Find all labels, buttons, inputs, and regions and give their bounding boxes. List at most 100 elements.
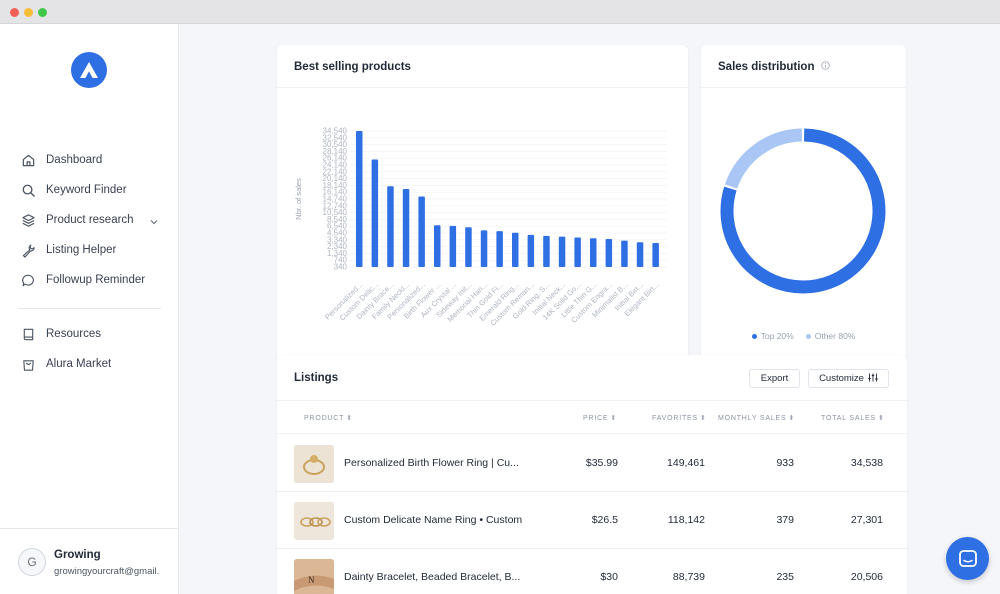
column-header-monthly-sales[interactable]: Monthly Sales ⬍ (718, 414, 795, 422)
primary-nav: Dashboard Keyword Finder Product researc… (18, 145, 179, 295)
bar[interactable] (605, 239, 613, 267)
product-thumbnail: N (294, 559, 334, 594)
column-label: Price (583, 415, 609, 422)
bar[interactable] (418, 196, 425, 267)
distribution-legend: Top 20% Other 80% (701, 331, 906, 341)
nav-item-alura-market[interactable]: Alura Market (18, 349, 179, 379)
y-tick-label: 3,340 (327, 235, 348, 244)
legend-label: Top 20% (760, 331, 794, 341)
sort-icon: ⬍ (610, 415, 618, 422)
column-label: Favorites (652, 415, 698, 422)
user-profile[interactable]: G Growing growingyourcraft@gmail. (0, 528, 179, 594)
bar[interactable] (434, 225, 441, 267)
y-tick-label: 8,540 (327, 215, 348, 224)
column-header-price[interactable]: Price ⬍ (583, 414, 617, 422)
donut-slice[interactable] (724, 128, 803, 189)
column-label: Total Sales (821, 415, 876, 422)
favorites-cell: 149,461 (667, 457, 705, 469)
nav-item-dashboard[interactable]: Dashboard (18, 145, 179, 175)
support-chat-button[interactable] (946, 537, 989, 580)
bar[interactable] (543, 235, 550, 267)
secondary-nav: Resources Alura Market (18, 319, 179, 379)
bar[interactable] (449, 225, 457, 267)
bar[interactable] (496, 231, 503, 267)
price-cell: $35.99 (585, 457, 618, 469)
legend-label: Other 80% (814, 331, 856, 341)
y-tick-label: 12,740 (323, 201, 348, 210)
nav-item-product-research[interactable]: Product research (18, 205, 179, 235)
bar[interactable] (512, 232, 519, 267)
export-button[interactable]: Export (749, 369, 800, 388)
sales-distribution-card: Sales distribution Top 20% Other 80% (701, 45, 906, 361)
y-axis-label: Nbr. of sales (294, 178, 303, 220)
table-row[interactable]: Custom Delicate Name Ring • Custom $26.5… (277, 492, 907, 549)
nav-item-keyword-finder[interactable]: Keyword Finder (18, 175, 179, 205)
bar[interactable] (371, 159, 379, 267)
bar[interactable] (465, 227, 472, 267)
total-sales-cell: 27,301 (850, 514, 883, 526)
bar[interactable] (387, 186, 394, 267)
y-tick-label: 24,140 (323, 161, 348, 170)
bar[interactable] (527, 234, 535, 267)
nav-item-followup-reminder[interactable]: Followup Reminder (18, 265, 179, 295)
bar[interactable] (558, 236, 566, 267)
customize-button[interactable]: Customize (808, 369, 889, 388)
nav-item-resources[interactable]: Resources (18, 319, 179, 349)
product-name[interactable]: Dainty Bracelet, Beaded Bracelet, B... (344, 571, 521, 583)
layers-icon (20, 212, 36, 228)
logo-mark-icon (80, 62, 98, 78)
bar[interactable] (574, 237, 581, 267)
window-titlebar (0, 0, 1000, 24)
chevron-down-icon[interactable] (149, 214, 159, 232)
favorites-cell: 88,739 (672, 571, 705, 583)
column-label: Product (304, 415, 345, 422)
export-label: Export (760, 373, 789, 384)
y-tick-label: 740 (334, 256, 348, 265)
card-divider (277, 87, 688, 88)
bar[interactable] (402, 189, 410, 267)
y-tick-label: 32,540 (323, 133, 348, 142)
bar[interactable] (621, 240, 628, 267)
avatar: G (18, 548, 46, 576)
listings-title: Listings (294, 372, 339, 384)
bar[interactable] (590, 238, 597, 267)
maximize-window-button[interactable] (38, 8, 47, 17)
product-name[interactable]: Personalized Birth Flower Ring | Cu... (344, 457, 519, 469)
app-logo[interactable] (71, 52, 107, 88)
nav-item-listing-helper[interactable]: Listing Helper (18, 235, 179, 265)
price-cell: $26.5 (591, 514, 618, 526)
column-header-favorites[interactable]: Favorites ⬍ (652, 414, 707, 422)
y-tick-label: 28,140 (323, 147, 348, 156)
product-thumbnail (294, 502, 334, 540)
price-cell: $30 (600, 571, 618, 583)
wrench-icon (20, 242, 36, 258)
legend-item-other: Other 80% (805, 331, 856, 341)
legend-item-top: Top 20% (751, 331, 794, 341)
bar[interactable] (356, 131, 363, 267)
product-name[interactable]: Custom Delicate Name Ring • Custom (344, 514, 523, 526)
y-tick-label: 14,740 (323, 195, 348, 204)
bar[interactable] (636, 242, 644, 267)
product-thumbnail (294, 445, 334, 483)
close-window-button[interactable] (10, 8, 19, 17)
column-header-total-sales[interactable]: Total Sales ⬍ (821, 414, 885, 422)
y-tick-label: 10,540 (323, 208, 348, 217)
minimize-window-button[interactable] (24, 8, 33, 17)
sort-icon: ⬍ (788, 415, 796, 422)
info-icon[interactable] (821, 61, 830, 73)
search-icon (20, 182, 36, 198)
y-tick-label: 1,340 (327, 249, 348, 258)
legend-swatch (805, 333, 811, 339)
table-row[interactable]: Personalized Birth Flower Ring | Cu... $… (277, 435, 907, 492)
bar[interactable] (652, 242, 659, 267)
customize-label: Customize (819, 373, 864, 384)
bar[interactable] (480, 230, 488, 267)
nav-label: Followup Reminder (46, 274, 146, 286)
sales-distribution-title-text: Sales distribution (718, 61, 815, 74)
donut-slice[interactable] (720, 128, 886, 294)
best-selling-card: Best selling products Nbr. of sales 34,54… (277, 45, 688, 361)
table-row[interactable]: N Dainty Bracelet, Beaded Bracelet, B...… (277, 549, 907, 594)
chat-bubble-icon (20, 272, 36, 288)
nav-label: Dashboard (46, 154, 103, 166)
column-header-product[interactable]: Product ⬍ (304, 414, 353, 422)
